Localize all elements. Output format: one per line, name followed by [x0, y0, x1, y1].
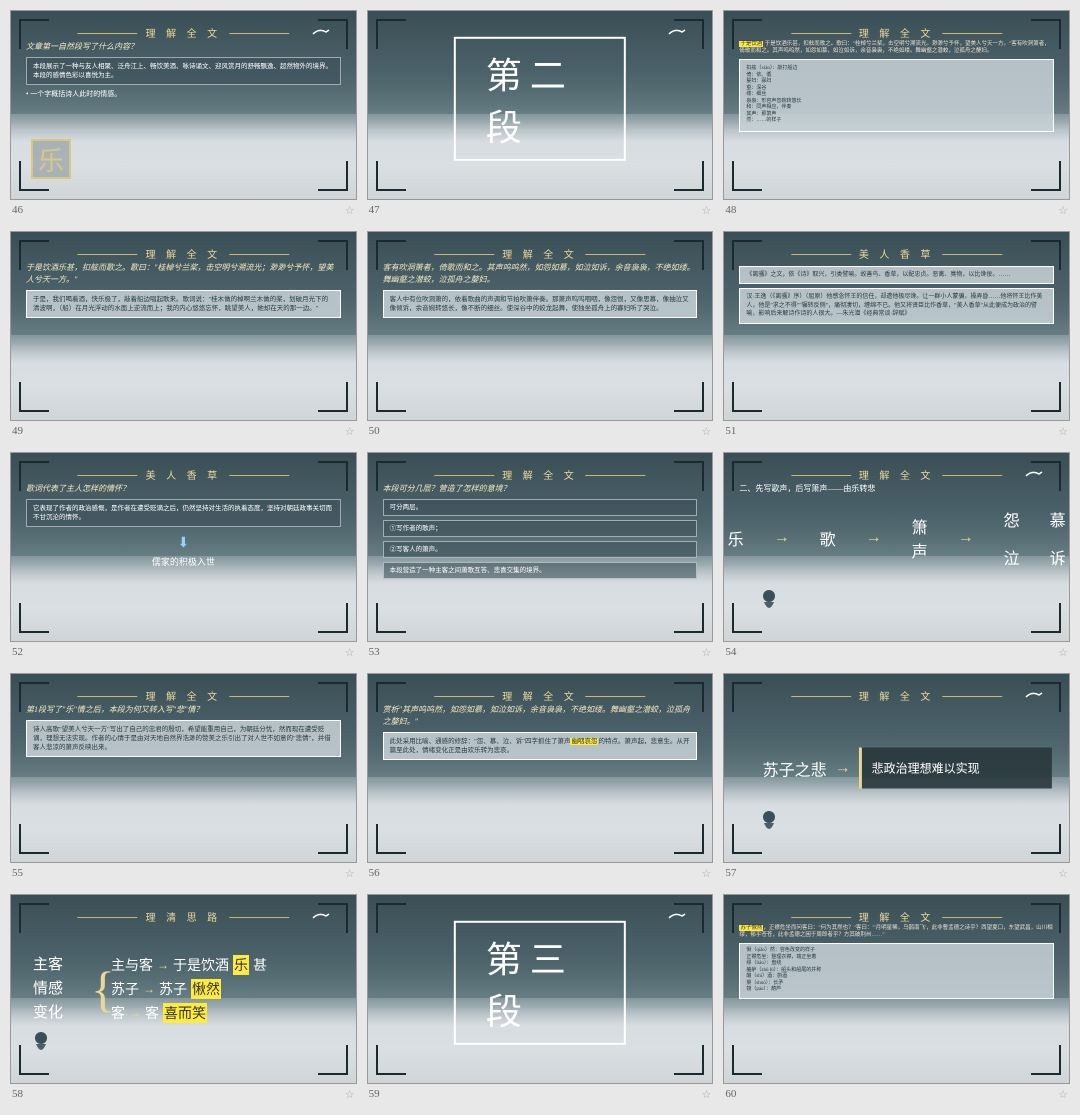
translation-box: 客人中有位吹洞箫的，依着歌曲的声调和节拍吹箫伴奏。那箫声呜呜咽咽，像怨恨，又像思…: [383, 290, 698, 318]
left-label: 主客情感变化: [33, 953, 63, 1025]
star-icon[interactable]: ☆: [701, 646, 711, 659]
slide-59[interactable]: 第三段 59 ☆: [367, 894, 714, 1105]
star-icon[interactable]: ☆: [1058, 1088, 1068, 1101]
quote: 于是饮酒乐甚，扣舷而歌之。歌曰："桂棹兮兰桨，击空明兮溯流光；渺渺兮予怀，望美人…: [26, 262, 341, 286]
question: 文章第一自然段写了什么内容？: [26, 41, 341, 53]
slide-grid: 理 解 全 文 文章第一自然段写了什么内容？ 本段展示了一种与友人相聚、泛舟江上…: [0, 0, 1080, 1115]
slide-title: 理 解 全 文: [859, 688, 935, 703]
slide-number: 60: [725, 1088, 736, 1101]
slide-title: 理 解 全 文: [859, 25, 935, 40]
slide-title: 理 解 全 文: [502, 467, 578, 482]
slide-47[interactable]: 第二段 47 ☆: [367, 10, 714, 221]
slide-58[interactable]: 理 清 思 路 主客情感变化 { 主与客→于是饮酒乐甚 苏子→苏子愀然 客→客喜…: [10, 894, 357, 1105]
slide-title: 理 解 全 文: [146, 246, 222, 261]
star-icon[interactable]: ☆: [345, 867, 355, 880]
star-icon[interactable]: ☆: [1058, 867, 1068, 880]
slide-title: 理 解 全 文: [502, 246, 578, 261]
star-icon[interactable]: ☆: [345, 204, 355, 217]
slide-number: 49: [12, 425, 23, 438]
star-icon[interactable]: ☆: [701, 1088, 711, 1101]
star-icon[interactable]: ☆: [345, 425, 355, 438]
slide-number: 53: [369, 646, 380, 659]
slide-60[interactable]: 理 解 全 文 苏子愀然，正襟危坐而问客曰："何为其然也？"客曰："'月明星稀，…: [723, 894, 1070, 1105]
slide-48[interactable]: 理 解 全 文 于是饮酒 于是饮酒乐甚，扣舷而歌之。歌曰："桂棹兮兰桨，击空明兮…: [723, 10, 1070, 221]
answer-box: 诗人高歌"望美人兮天一方"写出了自己的忠君的殷切，希望能重用自己，为朝廷分忧，然…: [26, 720, 341, 757]
slide-number: 52: [12, 646, 23, 659]
text-content: 于是饮酒乐甚，扣舷而歌之。歌曰："桂棹兮兰桨，击空明兮溯流光。渺渺兮予怀，望美人…: [739, 41, 1049, 54]
left-label: 苏子之悲: [742, 756, 827, 780]
slide-54[interactable]: 理 解 全 文 二、先写歌声，后写箫声——由乐转悲 乐 → 歌 → 箫声 → 怨…: [723, 452, 1070, 663]
slide-title: 理 解 全 文: [859, 909, 935, 924]
star-icon[interactable]: ☆: [1058, 425, 1068, 438]
subtitle: 二、先写歌声，后写箫声——由乐转悲: [739, 483, 1054, 495]
question: 赏析"其声呜呜然，如怨如慕，如泣如诉，余音袅袅，不绝如缕。舞幽壑之潜蛟，泣孤舟之…: [383, 704, 698, 728]
slide-number: 55: [12, 867, 23, 880]
slide-title: 理 解 全 文: [146, 25, 222, 40]
slide-55[interactable]: 理 解 全 文 第1段写了"乐"情之后，本段为何又转入写"悲"情？ 诗人高歌"望…: [10, 673, 357, 884]
quote-box-1: 《离骚》之文，依《诗》取兴，引类譬喻。故善鸟、香草，以配忠贞。恶禽、臭物，以比谗…: [739, 266, 1054, 284]
answer-box: 此处采用比喻、通感的修辞："怨、慕、泣、诉"四字抓住了箫声幽咽哀怨的特点。箫声起…: [383, 732, 698, 760]
slide-number: 57: [725, 867, 736, 880]
note: 儒家的积极入世: [26, 556, 341, 570]
slide-title: 美 人 香 草: [146, 467, 222, 482]
star-icon[interactable]: ☆: [1058, 646, 1068, 659]
section-title: 第二段: [454, 37, 626, 161]
slide-52[interactable]: 美 人 香 草 歌词代表了主人怎样的情怀？ 它表现了作者的政治感慨，是作者在遭受…: [10, 452, 357, 663]
slide-title: 理 解 全 文: [146, 688, 222, 703]
slide-46[interactable]: 理 解 全 文 文章第一自然段写了什么内容？ 本段展示了一种与友人相聚、泛舟江上…: [10, 10, 357, 221]
slide-title: 理 清 思 路: [146, 909, 222, 924]
slide-number: 50: [369, 425, 380, 438]
slide-57[interactable]: 理 解 全 文 苏子之悲 → 悲政治理想难以实现 57☆: [723, 673, 1070, 884]
slide-number: 51: [725, 425, 736, 438]
slide-number: 59: [369, 1088, 380, 1101]
translation-box: 于是，我们喝着酒，快乐极了，敲着船边唱起歌来。歌词说："桂木做的棹啊兰木做的桨，…: [26, 290, 341, 318]
quote-box-2: 汉·王逸（《离骚》序）（屈原）他感念怀王的信任，却遭他极尽谗。让一群小人蒙骗，操…: [739, 288, 1054, 323]
star-icon[interactable]: ☆: [345, 1088, 355, 1101]
slide-number: 48: [725, 204, 736, 217]
slide-51[interactable]: 美 人 香 草 《离骚》之文，依《诗》取兴，引类譬喻。故善鸟、香草，以配忠贞。恶…: [723, 231, 1070, 442]
slide-title: 美 人 香 草: [859, 246, 935, 261]
slide-number: 54: [725, 646, 736, 659]
slide-49[interactable]: 理 解 全 文 于是饮酒乐甚，扣舷而歌之。歌曰："桂棹兮兰桨，击空明兮溯流光；渺…: [10, 231, 357, 442]
right-box: 悲政治理想难以实现: [859, 748, 1052, 789]
slide-title: 理 解 全 文: [502, 688, 578, 703]
line-3: ②写客人的箫声。: [383, 541, 698, 558]
star-icon[interactable]: ☆: [701, 425, 711, 438]
emotion-flow: 乐 → 歌 → 箫声 → 怨慕 泣诉: [723, 499, 1070, 577]
slide-56[interactable]: 理 解 全 文 赏析"其声呜呜然，如怨如慕，如泣如诉，余音袅袅，不绝如缕。舞幽壑…: [367, 673, 714, 884]
line-2: ①写作者的歌声；: [383, 520, 698, 537]
slide-title: 理 解 全 文: [859, 467, 935, 482]
slide-number: 56: [369, 867, 380, 880]
line-1: 可分两层。: [383, 499, 698, 516]
bullet: • 一个字概括诗人此时的情感。: [26, 89, 341, 100]
star-icon[interactable]: ☆: [701, 867, 711, 880]
star-icon[interactable]: ☆: [1058, 204, 1068, 217]
slide-53[interactable]: 理 解 全 文 本段可分几层？营造了怎样的意境？ 可分两层。 ①写作者的歌声； …: [367, 452, 714, 663]
star-icon[interactable]: ☆: [701, 204, 711, 217]
question: 歌词代表了主人怎样的情怀？: [26, 483, 341, 495]
line-4: 本段营造了一种主客之间萧歌互答、悲喜交集的境界。: [383, 562, 698, 579]
answer-box: 本段展示了一种与友人相聚、泛舟江上、畅饮美酒、咏诗诵文、迎风赏月的舒畅飘逸、超然…: [26, 57, 341, 85]
quote: 客有吹洞箫者，倚歌而和之。其声呜呜然，如怨如慕，如泣如诉，余音袅袅，不绝如缕。舞…: [383, 262, 698, 286]
slide-number: 58: [12, 1088, 23, 1101]
slide-50[interactable]: 理 解 全 文 客有吹洞箫者，倚歌而和之。其声呜呜然，如怨如慕，如泣如诉，余音袅…: [367, 231, 714, 442]
slide-number: 46: [12, 204, 23, 217]
question: 本段可分几层？营造了怎样的意境？: [383, 483, 698, 495]
section-title: 第三段: [454, 921, 626, 1045]
star-icon[interactable]: ☆: [345, 646, 355, 659]
slide-number: 47: [369, 204, 380, 217]
question: 第1段写了"乐"情之后，本段为何又转入写"悲"情？: [26, 704, 341, 716]
answer-box: 它表现了作者的政治感慨，是作者在遭受贬谪之后，仍然坚持对生活的执着态度，坚持对朝…: [26, 499, 341, 527]
